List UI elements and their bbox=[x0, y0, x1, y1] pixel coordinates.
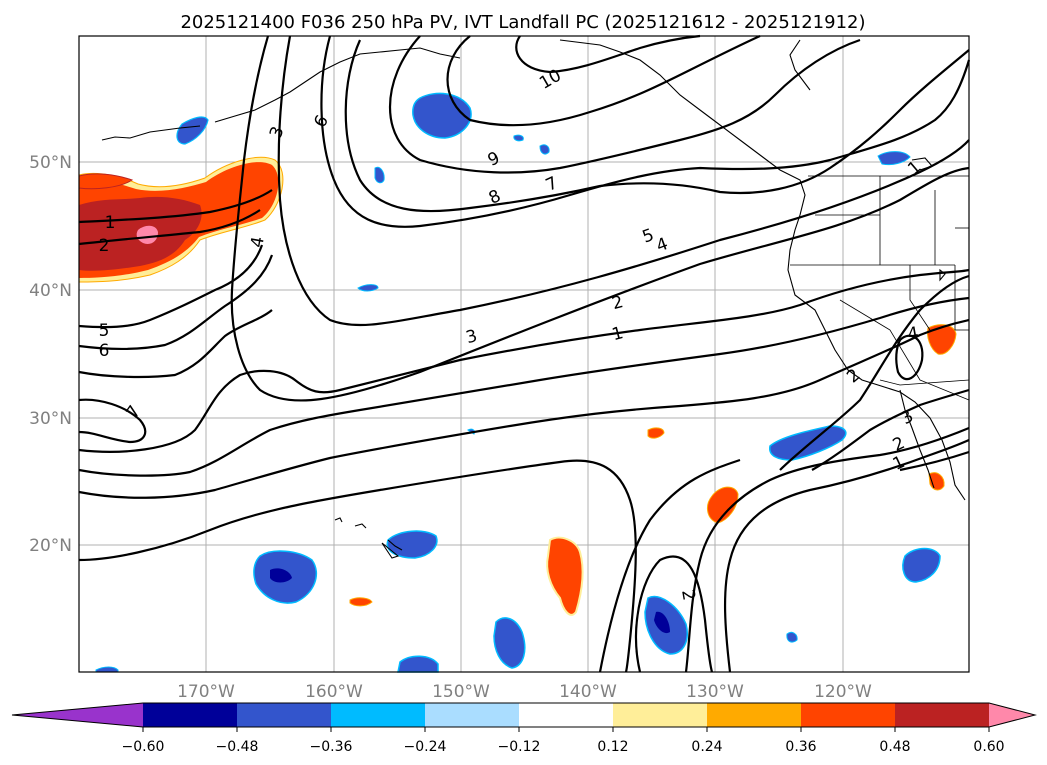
colorbar-tick-label: 0.24 bbox=[691, 739, 722, 755]
contour-label: 3 bbox=[464, 326, 480, 348]
contour-label: 2 bbox=[677, 588, 699, 602]
colorbar-extend-low bbox=[12, 703, 143, 727]
contour-label: 4 bbox=[906, 323, 920, 345]
colorbar-tick-label: −0.60 bbox=[122, 739, 165, 755]
colorbar-segment bbox=[331, 703, 426, 727]
map-panel: 10 9 8 7 6 5 4 3 2 1 1 2 5 6 7 4 3 2 1 2… bbox=[78, 34, 971, 673]
x-tick-label: 170°W bbox=[177, 682, 235, 702]
x-tick-label: 120°W bbox=[814, 682, 872, 702]
colorbar-tick-label: 0.12 bbox=[597, 739, 628, 755]
contour-label: 6 bbox=[99, 341, 110, 361]
contour-lines bbox=[78, 34, 971, 673]
colorbar-tick-label: 0.36 bbox=[785, 739, 816, 755]
colorbar-segment bbox=[895, 703, 990, 727]
colorbar-tick-label: −0.12 bbox=[498, 739, 541, 755]
y-tick-label: 20°N bbox=[29, 536, 72, 556]
colorbar-tick-label: 0.60 bbox=[973, 739, 1004, 755]
contour-label: 2 bbox=[99, 236, 110, 256]
map-title: 2025121400 F036 250 hPa PV, IVT Landfall… bbox=[180, 12, 865, 33]
contour-label: 2 bbox=[610, 292, 626, 314]
contour-label: 1 bbox=[610, 323, 626, 345]
x-tick-label: 160°W bbox=[305, 682, 363, 702]
colorbar-tick-label: 0.48 bbox=[879, 739, 910, 755]
political-borders bbox=[790, 175, 970, 401]
colorbar-segment bbox=[801, 703, 896, 727]
colorbar-segment bbox=[237, 703, 332, 727]
colorbar-segment bbox=[143, 703, 238, 727]
longitude-tick-labels: 170°W 160°W 150°W 140°W 130°W 120°W bbox=[177, 682, 872, 702]
colorbar-tick-label: −0.36 bbox=[310, 739, 353, 755]
colorbar: −0.60 −0.48 −0.36 −0.24 −0.12 0.12 0.24 0.36 0.4… bbox=[11, 702, 1037, 755]
negative-anomaly-regions bbox=[95, 92, 941, 673]
y-tick-label: 50°N bbox=[29, 153, 72, 173]
positive-anomaly-regions bbox=[78, 156, 957, 616]
x-tick-label: 130°W bbox=[686, 682, 744, 702]
colorbar-tick-label: −0.48 bbox=[216, 739, 259, 755]
x-tick-label: 150°W bbox=[432, 682, 490, 702]
y-tick-label: 40°N bbox=[29, 281, 72, 301]
map-frame bbox=[78, 35, 970, 673]
latitude-tick-labels: 50°N 40°N 30°N 20°N bbox=[29, 153, 72, 556]
x-tick-label: 140°W bbox=[559, 682, 617, 702]
contour-label: 1 bbox=[105, 213, 116, 233]
colorbar-segment bbox=[519, 703, 614, 727]
colorbar-segment bbox=[425, 703, 520, 727]
y-tick-label: 30°N bbox=[29, 409, 72, 429]
colorbar-segment bbox=[613, 703, 708, 727]
contour-label: 4 bbox=[247, 235, 269, 249]
colorbar-tick-label: −0.24 bbox=[404, 739, 447, 755]
colorbar-segment bbox=[707, 703, 802, 727]
contour-label: 5 bbox=[99, 321, 110, 341]
colorbar-extend-high bbox=[989, 703, 1035, 727]
coastlines bbox=[101, 39, 966, 559]
